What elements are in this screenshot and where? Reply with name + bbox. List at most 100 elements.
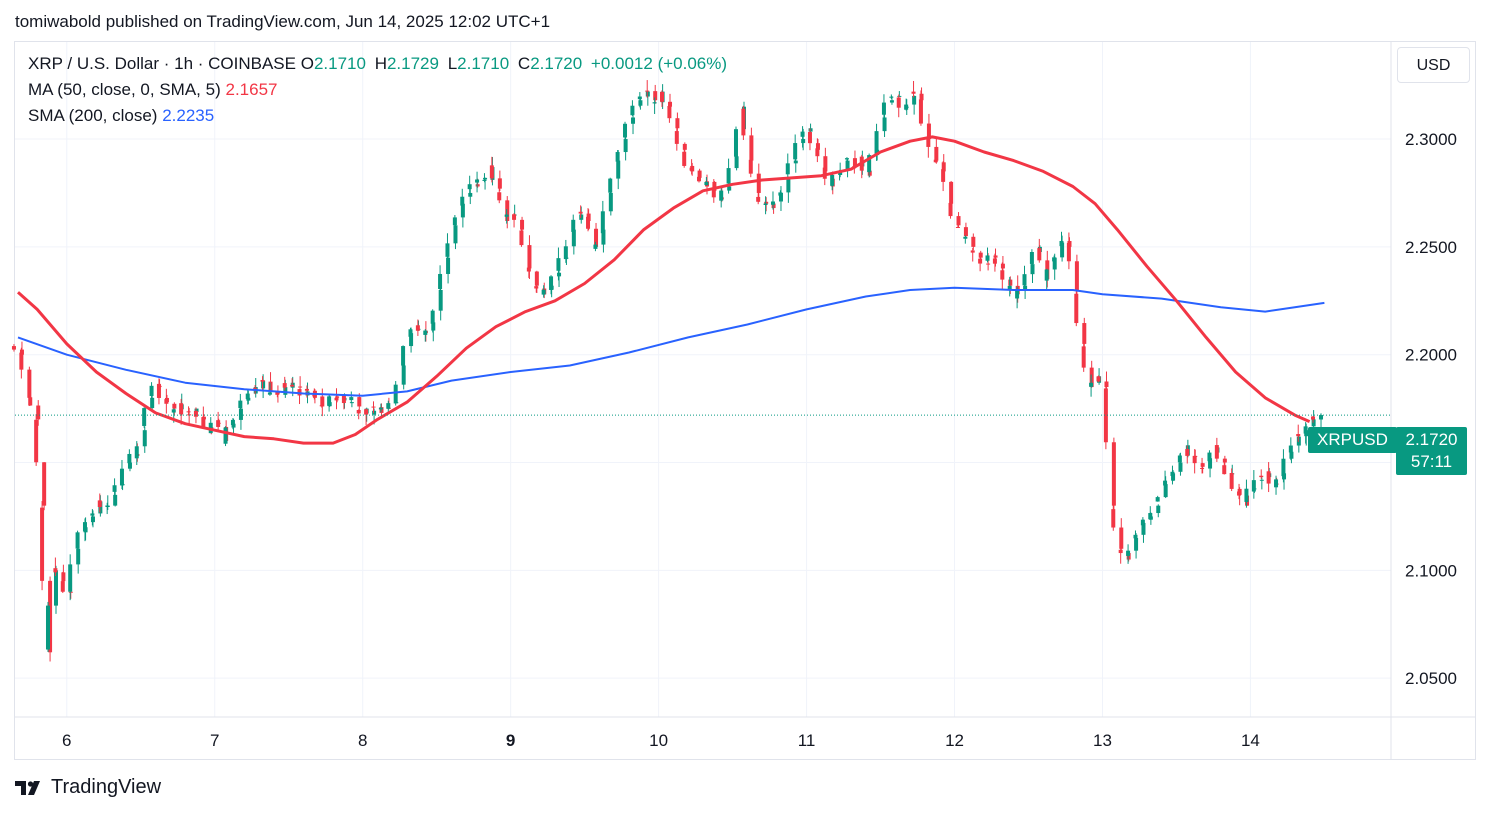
- candle-body: [830, 174, 835, 186]
- candle-body: [549, 276, 554, 290]
- candle-body: [682, 151, 687, 166]
- candle-body: [1208, 458, 1213, 469]
- x-tick-label: 8: [358, 731, 367, 750]
- candle-body: [719, 190, 724, 201]
- candle-body: [534, 271, 539, 286]
- candle-body: [956, 216, 961, 226]
- candle-body: [1140, 519, 1145, 526]
- candle-body: [45, 605, 50, 650]
- candle-body: [408, 329, 413, 337]
- candle-body: [623, 123, 628, 138]
- candle-body: [978, 252, 983, 258]
- candle-body: [844, 158, 849, 160]
- candle-body: [386, 403, 391, 409]
- y-tick-label: 2.3000: [1405, 130, 1457, 149]
- candle-body: [704, 181, 709, 186]
- candle-body: [1052, 257, 1057, 270]
- candle-body: [808, 128, 813, 132]
- candle-body: [142, 408, 147, 426]
- legend-open-value: 2.1710: [313, 54, 366, 73]
- candle-body: [1222, 458, 1227, 463]
- candle-body: [727, 186, 732, 191]
- legend-high-value: 2.1729: [386, 54, 439, 73]
- candle-body: [1089, 382, 1094, 387]
- x-tick-label: 11: [798, 731, 816, 750]
- candle-body: [756, 196, 761, 202]
- currency-button[interactable]: USD: [1397, 47, 1470, 83]
- legend-sma200[interactable]: SMA (200, close) 2.2235: [28, 106, 214, 126]
- candle-body: [349, 397, 354, 401]
- candle-body: [652, 102, 657, 104]
- candle-body: [1029, 251, 1034, 264]
- candle-body: [40, 507, 45, 581]
- tradingview-brand[interactable]: TradingView: [15, 776, 161, 799]
- candle-body: [645, 90, 650, 92]
- candle-body: [467, 184, 472, 190]
- candle-body: [186, 411, 191, 413]
- candle-body: [579, 214, 584, 220]
- candle-body: [926, 137, 931, 147]
- candle-body: [75, 532, 80, 549]
- candle-body: [1282, 473, 1287, 480]
- candle-body: [675, 118, 680, 129]
- candle-body: [874, 131, 879, 154]
- candle-body: [904, 104, 909, 110]
- candle-body: [475, 179, 480, 183]
- candle-body: [682, 143, 687, 150]
- candle-body: [697, 176, 701, 182]
- candle-body: [505, 200, 510, 221]
- x-tick-label: 6: [62, 731, 71, 750]
- candle-body: [645, 91, 650, 97]
- legend-ma50[interactable]: MA (50, close, 0, SMA, 5) 2.1657: [28, 80, 277, 100]
- sma200-line: [17, 286, 1325, 397]
- ma50-line: [16, 135, 1311, 445]
- candle-body: [238, 400, 243, 409]
- candle-body: [993, 255, 998, 258]
- candle-body: [1156, 505, 1161, 514]
- candle-body: [1141, 522, 1146, 535]
- candle-body: [615, 152, 620, 162]
- candle-body: [941, 169, 946, 182]
- candle-body: [1200, 463, 1205, 467]
- x-tick-label: 10: [649, 731, 668, 750]
- candle-body: [912, 95, 917, 105]
- candle-body: [764, 201, 769, 204]
- candle-body: [1155, 497, 1160, 502]
- candle-body: [1089, 367, 1094, 388]
- candle-body: [1096, 376, 1101, 382]
- candle-body: [845, 160, 850, 171]
- candle-body: [948, 202, 953, 217]
- candle-body: [963, 227, 968, 237]
- candle-body: [431, 322, 436, 331]
- candle-body: [800, 131, 805, 137]
- candle-body: [68, 591, 73, 593]
- candle-body: [97, 500, 102, 507]
- candle-body: [986, 263, 991, 265]
- candle-body: [971, 236, 976, 247]
- candle-body: [1104, 381, 1109, 388]
- candle-body: [919, 93, 924, 101]
- candle-body: [452, 217, 457, 226]
- candle-body: [1134, 538, 1139, 551]
- candle-body: [586, 216, 591, 229]
- candle-body: [1052, 257, 1057, 262]
- candle-body: [637, 96, 642, 100]
- candle-body: [312, 394, 317, 397]
- candle-body: [231, 423, 236, 428]
- candle-body: [1222, 465, 1227, 475]
- candle-body: [335, 396, 340, 398]
- candle-body: [667, 105, 672, 119]
- candle-body: [653, 91, 658, 101]
- candle-body: [955, 226, 960, 228]
- legend-ma50-value: 2.1657: [225, 80, 278, 99]
- candle-body: [778, 192, 783, 196]
- candle-body: [881, 102, 886, 115]
- legend-high-label: H: [374, 54, 387, 73]
- candle-body: [171, 409, 176, 413]
- y-tick-label-partial: 2.3500: [1405, 22, 1457, 41]
- candle-body: [1081, 346, 1086, 368]
- candle-body: [770, 201, 775, 205]
- candle-body: [933, 159, 938, 163]
- candle-body: [393, 384, 398, 404]
